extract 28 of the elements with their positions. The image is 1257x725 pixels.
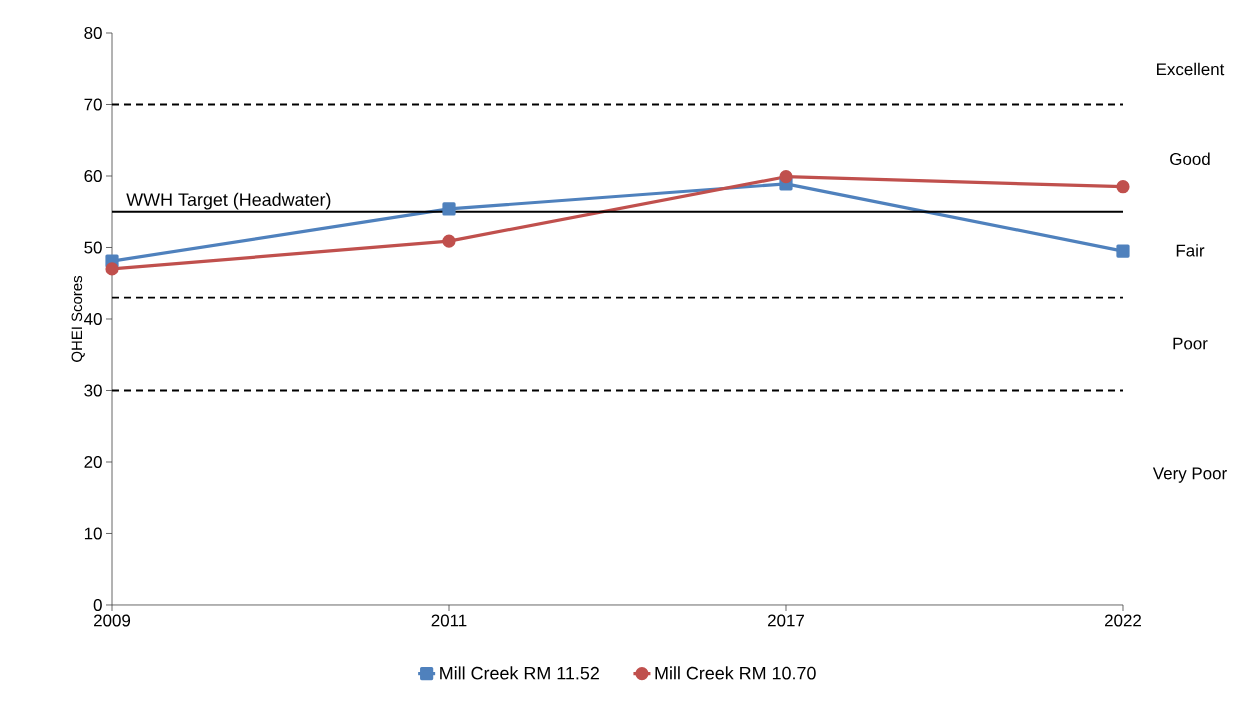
text: Good	[1170, 152, 1210, 166]
legend-label: Mill Creek RM 11.52	[440, 666, 599, 680]
legend-label: Mill Creek RM 10.70	[655, 666, 816, 680]
x-tick-label: 2022	[1105, 614, 1141, 627]
y-tick-label: 20	[84, 455, 102, 468]
y-axis-title: QHEI Scores	[71, 275, 85, 362]
text: Fair	[1176, 244, 1205, 257]
point	[442, 234, 456, 248]
point	[442, 202, 456, 216]
y-tick-label: 30	[84, 384, 102, 397]
text: Very Poor	[1152, 467, 1227, 483]
text: Excellent	[1157, 62, 1225, 76]
y-tick-label: 70	[84, 98, 102, 111]
x-tick-label: 2009	[94, 614, 131, 627]
y-tick-label: 10	[84, 527, 102, 540]
text: Poor	[1173, 337, 1208, 350]
point	[779, 170, 793, 184]
y-tick-label: 0	[93, 598, 102, 611]
x-tick-label: 2017	[768, 614, 804, 627]
point	[105, 262, 119, 276]
point	[1116, 180, 1130, 194]
ref-line-label: WWH Target (Headwater)	[126, 192, 331, 210]
y-tick-label: 60	[84, 169, 102, 182]
y-tick-label: 40	[84, 312, 102, 325]
point	[1116, 244, 1130, 258]
x-tick-label: 2011	[431, 614, 467, 627]
y-tick-label: 80	[84, 27, 102, 39]
y-tick-label: 50	[84, 241, 102, 254]
